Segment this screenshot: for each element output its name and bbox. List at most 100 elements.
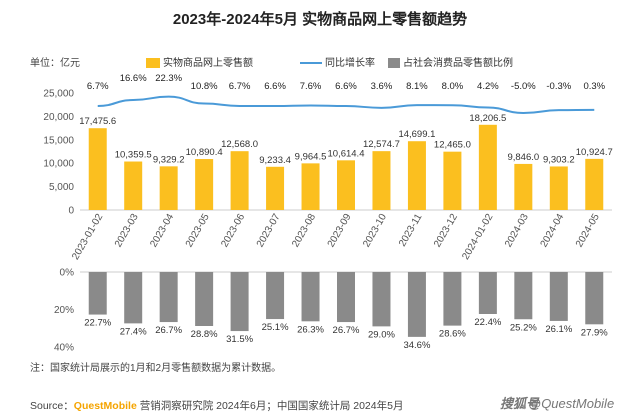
y-tick-label: 25,000 [43, 89, 74, 100]
sales-bar [585, 158, 604, 210]
share-data-label: 26.7% [155, 325, 182, 336]
sales-data-label: 9,329.2 [153, 154, 185, 165]
share-data-label: 25.2% [510, 322, 537, 333]
share-bar [266, 272, 285, 320]
watermark-text: @QuestMobile [528, 396, 614, 411]
source-brand: QuestMobile [74, 400, 137, 412]
sales-bar [443, 151, 462, 210]
share-bar [478, 272, 497, 314]
sales-data-label: 12,568.0 [221, 139, 258, 150]
sales-bar [266, 166, 285, 210]
growth-data-label: 0.3% [583, 81, 605, 92]
sales-bar [124, 161, 143, 210]
sales-bar [301, 163, 320, 210]
legend-bar-label: 实物商品网上零售额 [163, 56, 253, 69]
share-tick-label: 0% [60, 268, 75, 279]
source-prefix: Source： [30, 400, 74, 412]
sales-data-label: 9,964.5 [295, 151, 327, 162]
sales-data-label: 12,574.7 [363, 139, 400, 150]
share-data-label: 26.3% [297, 324, 324, 335]
share-data-label: 25.1% [262, 322, 289, 333]
growth-data-label: 4.2% [477, 81, 499, 92]
share-data-label: 27.9% [581, 327, 608, 338]
share-bar [549, 272, 568, 321]
y-tick-label: 5,000 [49, 182, 74, 193]
growth-data-label: 3.6% [371, 81, 393, 92]
growth-line-group: 6.7% 16.6% 22.3% 10.8% 6.7% 6.6% 7.6% 6.6% 3.6% 8… [87, 73, 606, 115]
y-tick-label: 10,000 [43, 159, 74, 170]
growth-line [97, 95, 595, 115]
share-data-label: 26.1% [545, 324, 572, 335]
sales-bar [195, 159, 214, 210]
unit-label: 单位：亿元 [30, 56, 80, 69]
sales-data-label: 10,924.7 [576, 147, 613, 158]
growth-data-label: 8.1% [406, 81, 428, 92]
share-bar [443, 272, 462, 326]
share-bar [585, 272, 604, 325]
growth-data-label: 22.3% [155, 73, 182, 84]
share-data-label: 28.8% [191, 329, 218, 340]
sales-data-label: 18,206.5 [469, 113, 506, 124]
share-bar [337, 272, 355, 323]
share-bar [88, 272, 107, 315]
sales-bar [478, 124, 497, 210]
growth-data-label: 16.6% [120, 73, 147, 84]
share-data-label: 22.4% [474, 317, 501, 328]
sales-bar [337, 160, 355, 210]
sales-bar [407, 141, 426, 210]
sales-bar [514, 163, 533, 210]
sales-bar [159, 166, 178, 210]
sales-bar [549, 166, 568, 210]
growth-data-label: 6.6% [335, 81, 357, 92]
footnote: 注：国家统计局展示的1月和2月零售额数据为累计数据。 [30, 361, 281, 374]
share-bar [514, 272, 533, 320]
share-bar [159, 272, 178, 323]
share-bar [195, 272, 214, 326]
sales-bar [372, 151, 391, 210]
growth-data-label: 6.7% [229, 81, 251, 92]
sales-data-label: 9,846.0 [507, 152, 539, 163]
share-bar [301, 272, 320, 322]
sales-data-label: 17,475.6 [79, 116, 116, 127]
share-data-label: 22.7% [84, 318, 111, 329]
share-tick-label: 40% [54, 343, 74, 354]
share-data-label: 31.5% [226, 334, 253, 345]
share-bar [372, 272, 391, 327]
sales-data-label: 10,890.4 [186, 147, 223, 158]
growth-data-label: -0.3% [546, 81, 571, 92]
growth-data-label: 7.6% [300, 81, 322, 92]
share-bar [124, 272, 143, 324]
sales-data-label: 12,465.0 [434, 140, 471, 151]
share-data-label: 27.4% [120, 326, 147, 337]
share-data-label: 26.7% [333, 325, 360, 336]
share-data-label: 34.6% [403, 340, 430, 351]
legend-line-label: 同比增长率 [325, 56, 375, 69]
source-rest: 营销洞察研究院 2024年6月；中国国家统计局 2024年5月 [137, 399, 404, 412]
sales-data-label: 10,614.4 [328, 148, 365, 159]
growth-data-label: 6.7% [87, 81, 109, 92]
growth-data-label: 6.6% [264, 81, 286, 92]
sales-bar [230, 151, 249, 210]
share-bars: 22.7% 27.4% 26.7% 28.8% 31.5% 25.1% 26.3% 26.7%… [84, 272, 608, 351]
top-bars: 17,475.610,359.5 9,329.210,890.412,568.09… [79, 113, 613, 210]
legend-bar-swatch [146, 58, 160, 68]
sales-data-label: 10,359.5 [115, 150, 152, 161]
growth-data-label: 8.0% [442, 81, 464, 92]
sales-data-label: 9,233.4 [259, 155, 291, 166]
y-tick-label: 20,000 [43, 112, 74, 123]
legend-share-label: 占社会消费品零售额比例 [403, 56, 513, 69]
y-tick-label: 0 [68, 206, 74, 217]
sales-data-label: 14,699.1 [398, 129, 435, 140]
chart-title: 2023年-2024年5月 实物商品网上零售额趋势 [173, 10, 467, 28]
sales-data-label: 9,303.2 [543, 154, 575, 165]
sales-bar [88, 128, 107, 210]
y-tick-label: 15,000 [43, 135, 74, 146]
share-data-label: 28.6% [439, 329, 466, 340]
share-bar [407, 272, 426, 337]
growth-data-label: -5.0% [511, 81, 536, 92]
watermark-logo: 搜狐号 [500, 396, 540, 411]
share-tick-label: 20% [54, 305, 74, 316]
legend-share-swatch [388, 58, 400, 68]
share-bar [230, 272, 249, 332]
